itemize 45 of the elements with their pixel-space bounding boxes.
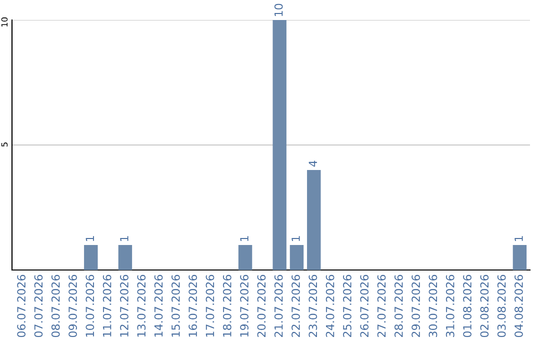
x-tick-label: 02.08.2026 bbox=[480, 274, 489, 338]
x-tick-label: 06.07.2026 bbox=[17, 274, 26, 338]
x-tick-label: 18.07.2026 bbox=[222, 274, 232, 337]
x-tick-label: 11.07.2026 bbox=[102, 274, 112, 337]
x-tick-label: 17.07.2026 bbox=[206, 274, 214, 337]
bar bbox=[512, 245, 527, 270]
x-tick-label: 25.07.2026 bbox=[343, 274, 352, 337]
x-tick-label: 30.07.2026 bbox=[428, 274, 438, 337]
x-tick-label: 09.07.2026 bbox=[68, 274, 77, 338]
x-tick-label: 21.07.2026 bbox=[274, 274, 283, 337]
x-tick-label: 15.07.2026 bbox=[171, 274, 180, 337]
x-tick-label: 16.07.2026 bbox=[188, 274, 198, 337]
x-tick-label: 29.07.2026 bbox=[412, 274, 420, 337]
x-tick-label: 22.07.2026 bbox=[292, 274, 300, 337]
x-tick-label: 31.07.2026 bbox=[446, 274, 454, 337]
x-tick-label: 20.07.2026 bbox=[257, 274, 266, 337]
data-label: 1 bbox=[240, 236, 248, 241]
data-label: 10 bbox=[274, 4, 283, 16]
bar bbox=[272, 20, 286, 270]
data-label: 1 bbox=[514, 236, 523, 241]
x-tick-label: 01.08.2026 bbox=[463, 274, 472, 338]
x-tick-label: 07.07.2026 bbox=[34, 274, 43, 338]
x-tick-label: 24.07.2026 bbox=[326, 274, 334, 337]
bar bbox=[84, 245, 98, 270]
data-label: 1 bbox=[292, 236, 300, 241]
bar bbox=[118, 245, 132, 270]
bar bbox=[307, 170, 321, 270]
x-tick-label: 12.07.2026 bbox=[120, 274, 128, 337]
x-tick-label: 27.07.2026 bbox=[377, 274, 386, 337]
data-label: 4 bbox=[308, 160, 317, 167]
x-tick-label: 13.07.2026 bbox=[137, 274, 146, 337]
data-label: 1 bbox=[120, 236, 128, 241]
x-tick-label: 14.07.2026 bbox=[154, 274, 163, 337]
x-tick-label: 04.08.2026 bbox=[514, 274, 523, 338]
x-tick-label: 23.07.2026 bbox=[308, 274, 318, 337]
y-tick-label: 5 bbox=[1, 142, 8, 146]
x-tick-label: 08.07.2026 bbox=[51, 274, 60, 338]
x-tick-label: 26.07.2026 bbox=[360, 274, 369, 337]
x-tick-label: 28.07.2026 bbox=[394, 274, 403, 337]
x-tick-label: 10.07.2026 bbox=[86, 274, 94, 337]
bar bbox=[290, 245, 304, 270]
data-label: 1 bbox=[86, 236, 94, 241]
x-tick-label: 19.07.2026 bbox=[240, 274, 248, 337]
bar bbox=[238, 245, 252, 270]
x-tick-label: 03.08.2026 bbox=[497, 274, 506, 338]
